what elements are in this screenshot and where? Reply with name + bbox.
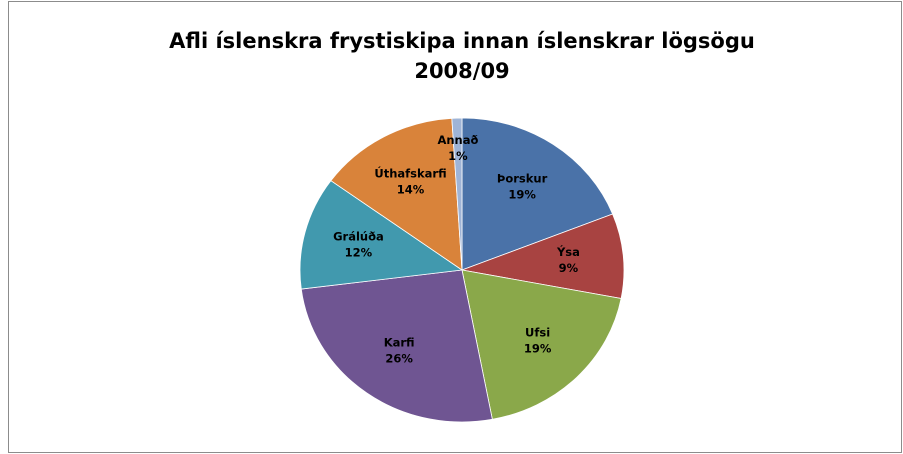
slice-value-label: 1% [448, 149, 468, 163]
pie-slice [300, 269, 493, 423]
slice-value-label: 12% [345, 246, 373, 260]
pie-slice [461, 269, 622, 420]
slice-label: Ufsi [525, 325, 550, 339]
slice-label: Grálúða [333, 230, 384, 244]
slice-value-label: 26% [385, 352, 413, 366]
chart-title: Afli íslenskra frystiskipa innan íslensk… [169, 29, 755, 53]
pie-slice [461, 117, 614, 271]
pie-slice [451, 117, 463, 271]
slice-label: Annað [437, 133, 478, 147]
pie-slice [460, 213, 625, 299]
slice-value-label: 9% [559, 261, 579, 275]
slice-value-label: 14% [397, 183, 425, 197]
pie-slice [299, 180, 464, 290]
pie-slice [330, 117, 463, 271]
slice-label: Karfi [384, 336, 415, 350]
slice-value-label: 19% [524, 341, 552, 355]
slice-label: Þorskur [497, 172, 548, 186]
chart-title: 2008/09 [414, 59, 509, 83]
slice-label: Ýsa [556, 244, 580, 259]
slice-value-label: 19% [508, 188, 536, 202]
slice-label: Úthafskarfi [374, 166, 446, 181]
